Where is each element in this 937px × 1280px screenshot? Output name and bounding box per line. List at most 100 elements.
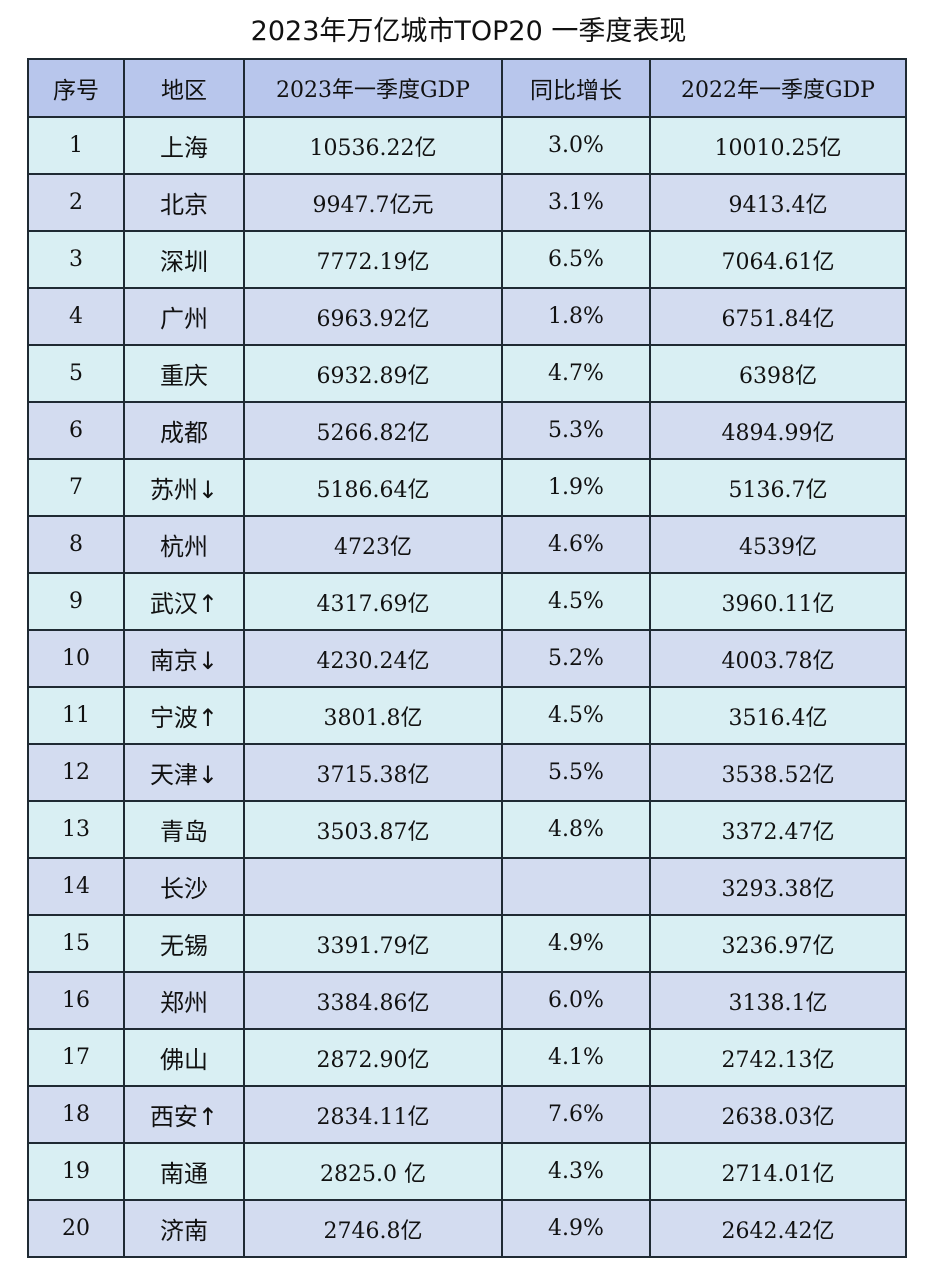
cell-gdp-2023: 3801.8亿 (243, 686, 503, 745)
cell-city: 无锡 (123, 914, 245, 973)
cell-growth: 5.5% (501, 743, 651, 802)
cell-rank: 13 (27, 800, 125, 859)
cell-gdp-2022: 7064.61亿 (649, 230, 907, 289)
header-gdp-2023: 2023年一季度GDP (243, 58, 503, 118)
cell-rank: 2 (27, 173, 125, 232)
cell-growth: 4.3% (501, 1142, 651, 1201)
cell-growth: 4.8% (501, 800, 651, 859)
cell-gdp-2022: 9413.4亿 (649, 173, 907, 232)
cell-gdp-2023: 6932.89亿 (243, 344, 503, 403)
cell-gdp-2023: 5186.64亿 (243, 458, 503, 517)
cell-growth: 3.0% (501, 116, 651, 175)
cell-gdp-2022: 6398亿 (649, 344, 907, 403)
cell-rank: 17 (27, 1028, 125, 1087)
table-row: 19 南通 2825.0 亿 4.3% 2714.01亿 (27, 1142, 907, 1201)
table-row: 10 南京↓ 4230.24亿 5.2% 4003.78亿 (27, 629, 907, 688)
cell-city: 佛山 (123, 1028, 245, 1087)
cell-rank: 6 (27, 401, 125, 460)
cell-gdp-2022: 3516.4亿 (649, 686, 907, 745)
cell-gdp-2022: 3372.47亿 (649, 800, 907, 859)
cell-gdp-2023: 4230.24亿 (243, 629, 503, 688)
cell-rank: 1 (27, 116, 125, 175)
cell-gdp-2022: 2638.03亿 (649, 1085, 907, 1144)
cell-city: 天津↓ (123, 743, 245, 802)
cell-gdp-2022: 4003.78亿 (649, 629, 907, 688)
cell-city: 深圳 (123, 230, 245, 289)
cell-gdp-2022: 3538.52亿 (649, 743, 907, 802)
cell-rank: 16 (27, 971, 125, 1030)
cell-gdp-2023: 6963.92亿 (243, 287, 503, 346)
cell-gdp-2022: 2714.01亿 (649, 1142, 907, 1201)
cell-growth: 1.9% (501, 458, 651, 517)
cell-rank: 12 (27, 743, 125, 802)
cell-gdp-2023: 3391.79亿 (243, 914, 503, 973)
cell-growth: 4.6% (501, 515, 651, 574)
cell-growth: 1.8% (501, 287, 651, 346)
table-row: 11 宁波↑ 3801.8亿 4.5% 3516.4亿 (27, 686, 907, 745)
cell-rank: 15 (27, 914, 125, 973)
cell-gdp-2023: 7772.19亿 (243, 230, 503, 289)
cell-gdp-2022: 3138.1亿 (649, 971, 907, 1030)
cell-growth: 5.3% (501, 401, 651, 460)
cell-rank: 18 (27, 1085, 125, 1144)
table-row: 2 北京 9947.7亿元 3.1% 9413.4亿 (27, 173, 907, 232)
cell-growth (501, 857, 651, 916)
gdp-table: 序号 地区 2023年一季度GDP 同比增长 2022年一季度GDP 1 上海 10… (27, 58, 907, 1258)
cell-gdp-2023: 2872.90亿 (243, 1028, 503, 1087)
table-row: 1 上海 10536.22亿 3.0% 10010.25亿 (27, 116, 907, 175)
table-row: 7 苏州↓ 5186.64亿 1.9% 5136.7亿 (27, 458, 907, 517)
cell-rank: 4 (27, 287, 125, 346)
cell-city: 成都 (123, 401, 245, 460)
table-row: 8 杭州 4723亿 4.6% 4539亿 (27, 515, 907, 574)
header-gdp-2022: 2022年一季度GDP (649, 58, 907, 118)
cell-growth: 5.2% (501, 629, 651, 688)
table-row: 18 西安↑ 2834.11亿 7.6% 2638.03亿 (27, 1085, 907, 1144)
cell-city: 宁波↑ (123, 686, 245, 745)
cell-rank: 10 (27, 629, 125, 688)
cell-city: 西安↑ (123, 1085, 245, 1144)
table-row: 14 长沙 3293.38亿 (27, 857, 907, 916)
cell-rank: 19 (27, 1142, 125, 1201)
cell-gdp-2023: 2825.0 亿 (243, 1142, 503, 1201)
cell-city: 青岛 (123, 800, 245, 859)
cell-rank: 11 (27, 686, 125, 745)
cell-city: 广州 (123, 287, 245, 346)
header-region: 地区 (123, 58, 245, 118)
cell-rank: 20 (27, 1199, 125, 1258)
table-row: 12 天津↓ 3715.38亿 5.5% 3538.52亿 (27, 743, 907, 802)
cell-gdp-2023: 3503.87亿 (243, 800, 503, 859)
table-row: 6 成都 5266.82亿 5.3% 4894.99亿 (27, 401, 907, 460)
cell-rank: 7 (27, 458, 125, 517)
table-row: 17 佛山 2872.90亿 4.1% 2742.13亿 (27, 1028, 907, 1087)
cell-rank: 9 (27, 572, 125, 631)
cell-growth: 4.9% (501, 1199, 651, 1258)
cell-gdp-2023: 4723亿 (243, 515, 503, 574)
cell-rank: 3 (27, 230, 125, 289)
cell-growth: 4.5% (501, 686, 651, 745)
cell-city: 长沙 (123, 857, 245, 916)
cell-growth: 6.0% (501, 971, 651, 1030)
cell-gdp-2022: 4539亿 (649, 515, 907, 574)
cell-city: 南京↓ (123, 629, 245, 688)
cell-gdp-2022: 3236.97亿 (649, 914, 907, 973)
cell-gdp-2023: 5266.82亿 (243, 401, 503, 460)
cell-growth: 6.5% (501, 230, 651, 289)
cell-gdp-2022: 3293.38亿 (649, 857, 907, 916)
cell-growth: 7.6% (501, 1085, 651, 1144)
table-body: 1 上海 10536.22亿 3.0% 10010.25亿 2 北京 9947.7亿元 3.1%… (27, 116, 907, 1258)
table-row: 3 深圳 7772.19亿 6.5% 7064.61亿 (27, 230, 907, 289)
cell-gdp-2022: 6751.84亿 (649, 287, 907, 346)
cell-gdp-2022: 10010.25亿 (649, 116, 907, 175)
header-rank: 序号 (27, 58, 125, 118)
cell-city: 杭州 (123, 515, 245, 574)
page-title: 2023年万亿城市TOP20 一季度表现 (250, 16, 687, 47)
cell-gdp-2023: 9947.7亿元 (243, 173, 503, 232)
cell-city: 郑州 (123, 971, 245, 1030)
cell-rank: 8 (27, 515, 125, 574)
cell-gdp-2022: 5136.7亿 (649, 458, 907, 517)
cell-city: 重庆 (123, 344, 245, 403)
cell-gdp-2023: 3384.86亿 (243, 971, 503, 1030)
cell-gdp-2023: 4317.69亿 (243, 572, 503, 631)
table-row: 9 武汉↑ 4317.69亿 4.5% 3960.11亿 (27, 572, 907, 631)
cell-gdp-2023: 3715.38亿 (243, 743, 503, 802)
